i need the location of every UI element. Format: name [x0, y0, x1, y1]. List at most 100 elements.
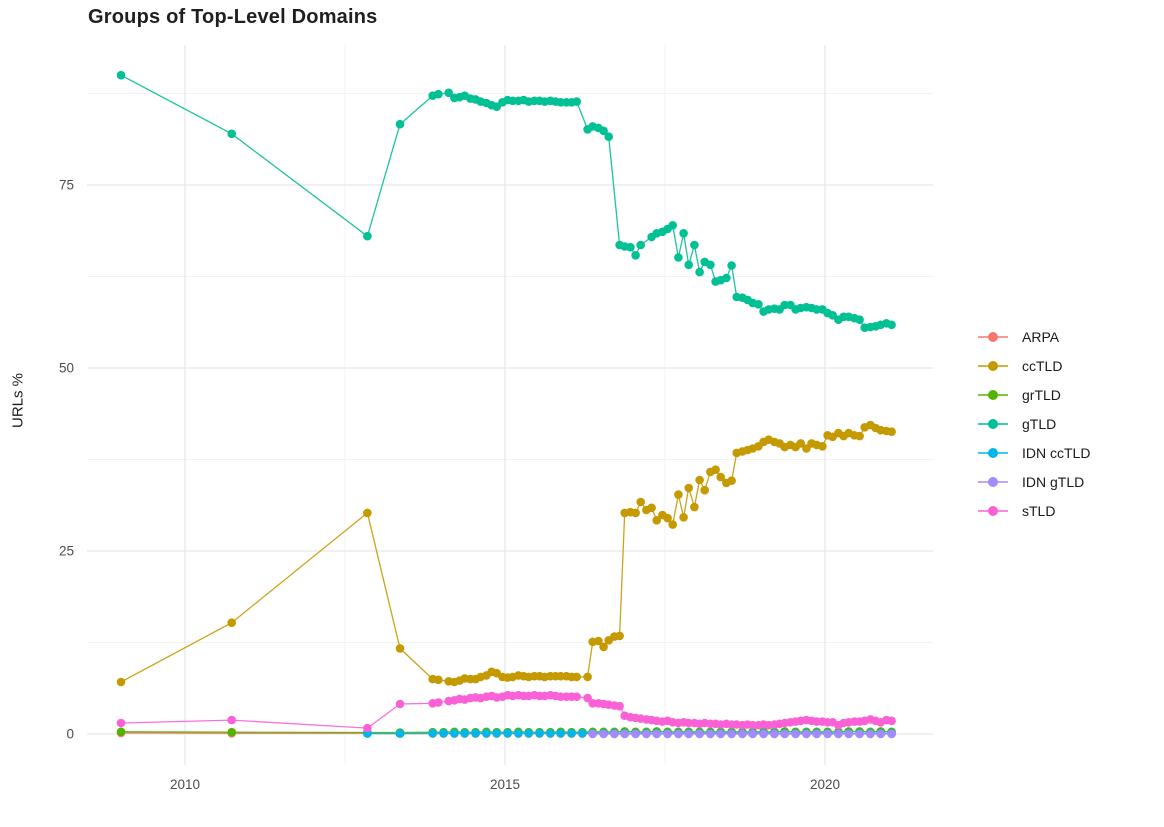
- data-point-gtld: [754, 300, 763, 309]
- data-point-cctld: [572, 672, 581, 682]
- data-point-idn-gtld: [770, 729, 779, 739]
- y-axis-title: URLs %: [9, 373, 27, 429]
- data-point-idn-gtld: [791, 729, 800, 739]
- legend-marker-idn-cctld-icon: [978, 447, 1008, 458]
- data-point-idn-gtld: [887, 729, 896, 739]
- legend-item-idn-gtld: IDN gTLD: [978, 467, 1090, 496]
- data-point-gtld: [695, 267, 704, 277]
- data-point-idn-gtld: [834, 729, 843, 739]
- data-point-cctld: [615, 631, 624, 641]
- data-point-idn-gtld: [684, 729, 693, 739]
- data-point-cctld: [887, 427, 896, 437]
- legend-label: ARPA: [1022, 328, 1060, 345]
- data-point-idn-cctld: [450, 729, 459, 738]
- data-point-cctld: [116, 677, 126, 687]
- legend-item-idn-cctld: IDN ccTLD: [978, 438, 1090, 467]
- data-point-idn-gtld: [716, 729, 725, 739]
- x-tick-label: 2015: [490, 777, 520, 792]
- data-point-gtld: [363, 231, 372, 241]
- data-point-gtld: [636, 240, 645, 250]
- data-point-cctld: [679, 513, 688, 522]
- data-point-idn-gtld: [759, 729, 768, 739]
- data-point-gtld: [706, 260, 715, 270]
- data-point-idn-gtld: [620, 729, 629, 739]
- legend-marker-stld-icon: [978, 505, 1008, 516]
- data-point-idn-gtld: [866, 729, 875, 739]
- data-point-gtld: [444, 88, 454, 98]
- data-point-cctld: [695, 475, 704, 485]
- data-point-cctld: [631, 508, 640, 518]
- data-point-cctld: [818, 442, 827, 451]
- data-point-gtld: [855, 315, 864, 325]
- data-point-idn-cctld: [546, 729, 555, 738]
- data-point-gtld: [887, 320, 896, 330]
- data-point-idn-cctld: [524, 729, 533, 738]
- data-point-gtld: [690, 240, 699, 250]
- data-point-idn-gtld: [802, 729, 811, 739]
- data-point-cctld: [395, 644, 405, 653]
- data-point-stld: [572, 692, 581, 701]
- data-point-gtld: [679, 229, 688, 238]
- data-point-cctld: [668, 520, 677, 529]
- data-point-cctld: [227, 618, 236, 627]
- chart-title: Groups of Top-Level Domains: [88, 6, 378, 28]
- data-point-stld: [363, 723, 372, 733]
- data-point-gtld: [604, 132, 613, 141]
- data-point-idn-gtld: [695, 729, 704, 739]
- data-point-idn-cctld: [492, 729, 502, 738]
- legend-label: sTLD: [1022, 502, 1056, 519]
- data-point-gtld: [668, 221, 677, 230]
- data-point-idn-gtld: [748, 729, 757, 739]
- data-point-gtld: [395, 119, 405, 129]
- data-point-stld: [615, 701, 624, 711]
- data-point-gtld: [626, 242, 635, 252]
- data-point-idn-cctld: [471, 729, 480, 738]
- y-tick-label: 75: [59, 178, 74, 193]
- data-point-cctld: [594, 636, 603, 646]
- data-point-idn-gtld: [812, 729, 821, 739]
- data-point-cctld: [674, 490, 683, 499]
- data-point-cctld: [716, 472, 725, 482]
- data-point-stld: [434, 698, 443, 707]
- data-point-gtld: [722, 273, 731, 283]
- data-point-idn-cctld: [535, 729, 544, 738]
- data-point-cctld: [636, 497, 645, 507]
- data-point-gtld: [116, 70, 126, 80]
- data-point-gtld: [727, 261, 736, 270]
- data-point-idn-gtld: [727, 729, 736, 739]
- legend-label: ccTLD: [1022, 357, 1063, 374]
- data-point-gtld: [227, 129, 236, 139]
- legend-item-gtld: gTLD: [978, 409, 1090, 438]
- legend-item-grtld: grTLD: [978, 380, 1090, 409]
- legend-item-arpa: ARPA: [978, 322, 1090, 351]
- data-point-gtld: [684, 260, 693, 270]
- legend-label: grTLD: [1022, 386, 1061, 403]
- data-point-idn-cctld: [439, 729, 448, 738]
- data-point-stld: [887, 716, 896, 726]
- data-point-idn-cctld: [428, 729, 438, 738]
- data-point-idn-cctld: [395, 729, 405, 738]
- y-tick-label: 0: [66, 727, 74, 742]
- data-point-idn-gtld: [738, 729, 747, 739]
- data-point-idn-gtld: [631, 729, 640, 739]
- data-point-stld: [116, 718, 126, 728]
- data-point-cctld: [684, 483, 693, 493]
- data-point-stld: [227, 715, 236, 725]
- data-point-stld: [395, 699, 405, 709]
- data-point-cctld: [663, 513, 672, 523]
- data-point-cctld: [711, 465, 720, 475]
- data-point-idn-cctld: [556, 729, 565, 738]
- series-line-gtld: [120, 74, 892, 329]
- data-point-idn-cctld: [482, 729, 491, 738]
- data-point-cctld: [727, 476, 736, 486]
- data-point-idn-gtld: [642, 729, 651, 739]
- data-point-cctld: [690, 502, 699, 512]
- data-point-cctld: [599, 642, 608, 652]
- data-point-idn-cctld: [578, 729, 587, 738]
- data-point-idn-gtld: [876, 729, 885, 739]
- data-point-cctld: [583, 672, 592, 682]
- data-point-idn-gtld: [652, 729, 661, 739]
- data-point-cctld: [363, 508, 372, 518]
- legend-marker-grtld-icon: [978, 389, 1008, 400]
